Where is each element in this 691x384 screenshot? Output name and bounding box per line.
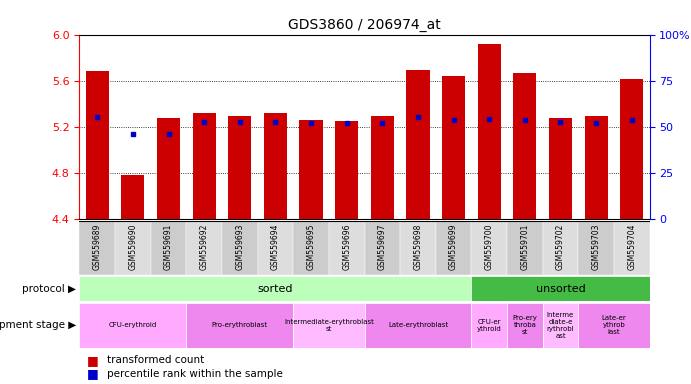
Bar (151, 221, 187, 275)
Text: unsorted: unsorted (536, 284, 585, 294)
Title: GDS3860 / 206974_at: GDS3860 / 206974_at (288, 18, 441, 32)
Text: GSM559692: GSM559692 (200, 223, 209, 270)
Bar (578, 221, 614, 275)
Text: GSM559699: GSM559699 (449, 223, 458, 270)
Bar (293, 221, 329, 275)
Text: GSM559698: GSM559698 (413, 223, 422, 270)
Text: sorted: sorted (258, 284, 293, 294)
Text: development stage ▶: development stage ▶ (0, 320, 76, 331)
Bar (436, 221, 471, 275)
Text: GSM559694: GSM559694 (271, 223, 280, 270)
Bar (471, 276, 650, 301)
Text: GSM559700: GSM559700 (484, 223, 493, 270)
Text: GSM559689: GSM559689 (93, 223, 102, 270)
Bar (187, 221, 222, 275)
Bar (542, 221, 578, 275)
Bar (507, 221, 542, 275)
Text: ■: ■ (86, 367, 98, 381)
Bar (79, 303, 187, 348)
Text: CFU-er
ythroid: CFU-er ythroid (477, 319, 502, 332)
Text: Intermediate-erythroblast
st: Intermediate-erythroblast st (284, 319, 374, 332)
Bar (364, 303, 471, 348)
Text: Late-er
ythrob
last: Late-er ythrob last (602, 315, 626, 336)
Text: GSM559691: GSM559691 (164, 223, 173, 270)
Text: Interme
diate-e
rythrobl
ast: Interme diate-e rythrobl ast (547, 312, 574, 339)
Bar (79, 276, 471, 301)
Bar (620, 79, 643, 219)
Text: GSM559696: GSM559696 (342, 223, 351, 270)
Bar (614, 221, 650, 275)
Bar (187, 303, 293, 348)
Bar (542, 303, 578, 348)
Text: Pro-ery
throba
st: Pro-ery throba st (513, 315, 538, 336)
Bar (329, 221, 365, 275)
Bar (513, 73, 536, 219)
Bar (400, 221, 436, 275)
Bar (585, 116, 607, 219)
Text: GSM559704: GSM559704 (627, 223, 636, 270)
Bar (86, 71, 109, 219)
Text: GSM559703: GSM559703 (591, 223, 600, 270)
Text: protocol ▶: protocol ▶ (22, 284, 76, 294)
Text: GSM559695: GSM559695 (307, 223, 316, 270)
Text: Pro-erythroblast: Pro-erythroblast (211, 323, 268, 328)
Text: percentile rank within the sample: percentile rank within the sample (107, 369, 283, 379)
Bar (228, 116, 252, 219)
Bar (477, 44, 501, 219)
Text: GSM559697: GSM559697 (378, 223, 387, 270)
Bar (122, 175, 144, 219)
Bar (364, 221, 400, 275)
Bar (193, 113, 216, 219)
Text: ■: ■ (86, 354, 98, 367)
Bar (115, 221, 151, 275)
Bar (258, 221, 293, 275)
Bar (157, 118, 180, 219)
Bar (471, 221, 507, 275)
Bar (471, 303, 507, 348)
Text: GSM559690: GSM559690 (129, 223, 138, 270)
Bar (371, 116, 394, 219)
Text: GSM559702: GSM559702 (556, 223, 565, 270)
Bar (406, 70, 430, 219)
Text: GSM559693: GSM559693 (236, 223, 245, 270)
Bar (264, 113, 287, 219)
Text: transformed count: transformed count (107, 355, 205, 365)
Text: CFU-erythroid: CFU-erythroid (108, 323, 157, 328)
Bar (293, 303, 364, 348)
Bar (578, 303, 650, 348)
Text: GSM559701: GSM559701 (520, 223, 529, 270)
Bar (549, 118, 572, 219)
Bar (335, 121, 358, 219)
Bar (442, 76, 465, 219)
Bar (299, 120, 323, 219)
Bar (507, 303, 542, 348)
Bar (79, 221, 115, 275)
Text: Late-erythroblast: Late-erythroblast (388, 323, 448, 328)
Bar (222, 221, 258, 275)
